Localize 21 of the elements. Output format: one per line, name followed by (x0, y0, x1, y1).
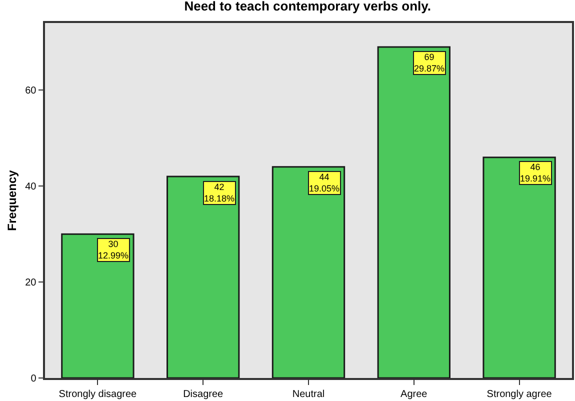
data-label: 42 18.18% (204, 182, 235, 204)
y-tick-label: 0 (30, 374, 37, 384)
y-tick-label: 40 (25, 182, 37, 193)
data-label: 30 12.99% (98, 239, 129, 261)
data-label: 69 29.87% (414, 52, 445, 74)
y-axis-title: Frequency (4, 170, 19, 231)
chart-title: Need to teach contemporary verbs only. (184, 0, 432, 14)
x-tick-label: Strongly disagree (58, 388, 138, 400)
x-tick-label: Neutral (292, 388, 325, 400)
y-tick-label: 20 (25, 278, 37, 289)
bar (482, 156, 556, 378)
data-label: 44 19.05% (309, 172, 340, 194)
bar (61, 233, 134, 378)
data-label: 46 19.91% (520, 162, 551, 184)
x-tick-label: Agree (400, 388, 428, 400)
bar (166, 176, 240, 378)
bar (377, 46, 450, 378)
y-tick-label: 60 (25, 86, 37, 97)
x-tick-label: Strongly agree (486, 388, 552, 400)
x-tick-label: Disagree (183, 388, 224, 400)
bar (272, 166, 346, 378)
